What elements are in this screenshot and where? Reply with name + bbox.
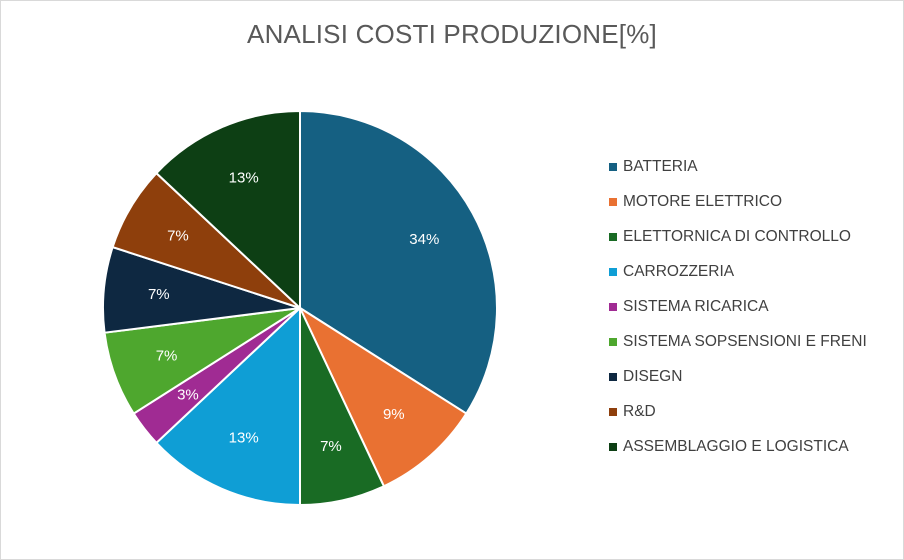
data-label-assemblaggio-e-logistica: 13% <box>229 169 259 186</box>
legend-label: DISEGN <box>623 368 683 386</box>
data-label-sistema-ricarica: 3% <box>177 386 199 403</box>
legend-label: ASSEMBLAGGIO E LOGISTICA <box>623 438 849 456</box>
legend-item-assemblaggio-e-logistica: ASSEMBLAGGIO E LOGISTICA <box>609 430 899 465</box>
legend-item-elettornica-di-controllo: ELETTORNICA DI CONTROLLO <box>609 219 899 254</box>
data-label-elettornica-di-controllo: 7% <box>320 438 342 455</box>
legend-swatch <box>609 408 617 417</box>
legend-label: CARROZZERIA <box>623 262 735 280</box>
legend-label: R&D <box>623 403 656 421</box>
legend-swatch <box>609 338 617 347</box>
pie-slices <box>102 109 498 507</box>
legend-swatch <box>609 267 617 276</box>
legend-item-disegn: DISEGN <box>609 360 899 395</box>
legend-label: MOTORE ELETTRICO <box>623 192 783 210</box>
data-label-randd: 7% <box>167 227 189 244</box>
legend-item-motore-elettrico: MOTORE ELETTRICO <box>609 184 899 219</box>
legend-item-sistema-sopsensioni-e-freni: SISTEMA SOPSENSIONI E FRENI <box>609 324 899 359</box>
pie-slice-assemblaggio-e-logistica <box>154 109 301 311</box>
legend-label: SISTEMA SOPSENSIONI E FRENI <box>623 333 867 351</box>
legend-label: ELETTORNICA DI CONTROLLO <box>623 227 851 245</box>
pie-data-labels: 34% 9% 7% 13% 3% 7% 7% 7% 13% <box>148 169 439 455</box>
legend-swatch <box>609 302 617 311</box>
data-label-sistema-sopsensioni-e-freni: 7% <box>156 348 178 365</box>
legend-swatch <box>609 373 617 382</box>
legend-swatch <box>609 232 617 241</box>
legend-label: SISTEMA RICARICA <box>623 297 769 315</box>
legend-swatch <box>609 197 617 206</box>
legend-item-randd: R&D <box>609 395 899 430</box>
pie-slice-carrozzeria <box>154 305 301 507</box>
chart-legend: BATTERIA MOTORE ELETTRICO ELETTORNICA DI C… <box>609 149 899 465</box>
legend-label: BATTERIA <box>623 157 698 175</box>
legend-swatch <box>609 443 617 452</box>
legend-swatch <box>609 162 617 171</box>
legend-item-batteria: BATTERIA <box>609 149 899 184</box>
pie-slice-motore-elettrico <box>297 305 468 488</box>
data-label-carrozzeria: 13% <box>229 430 259 447</box>
chart-title: ANALISI COSTI PRODUZIONE[%] <box>247 19 657 49</box>
data-label-disegn: 7% <box>148 286 170 303</box>
data-label-motore-elettrico: 9% <box>383 406 405 423</box>
data-label-batteria: 34% <box>409 231 439 248</box>
legend-item-sistema-ricarica: SISTEMA RICARICA <box>609 289 899 324</box>
pie-slice-batteria <box>299 109 498 415</box>
legend-item-carrozzeria: CARROZZERIA <box>609 254 899 289</box>
